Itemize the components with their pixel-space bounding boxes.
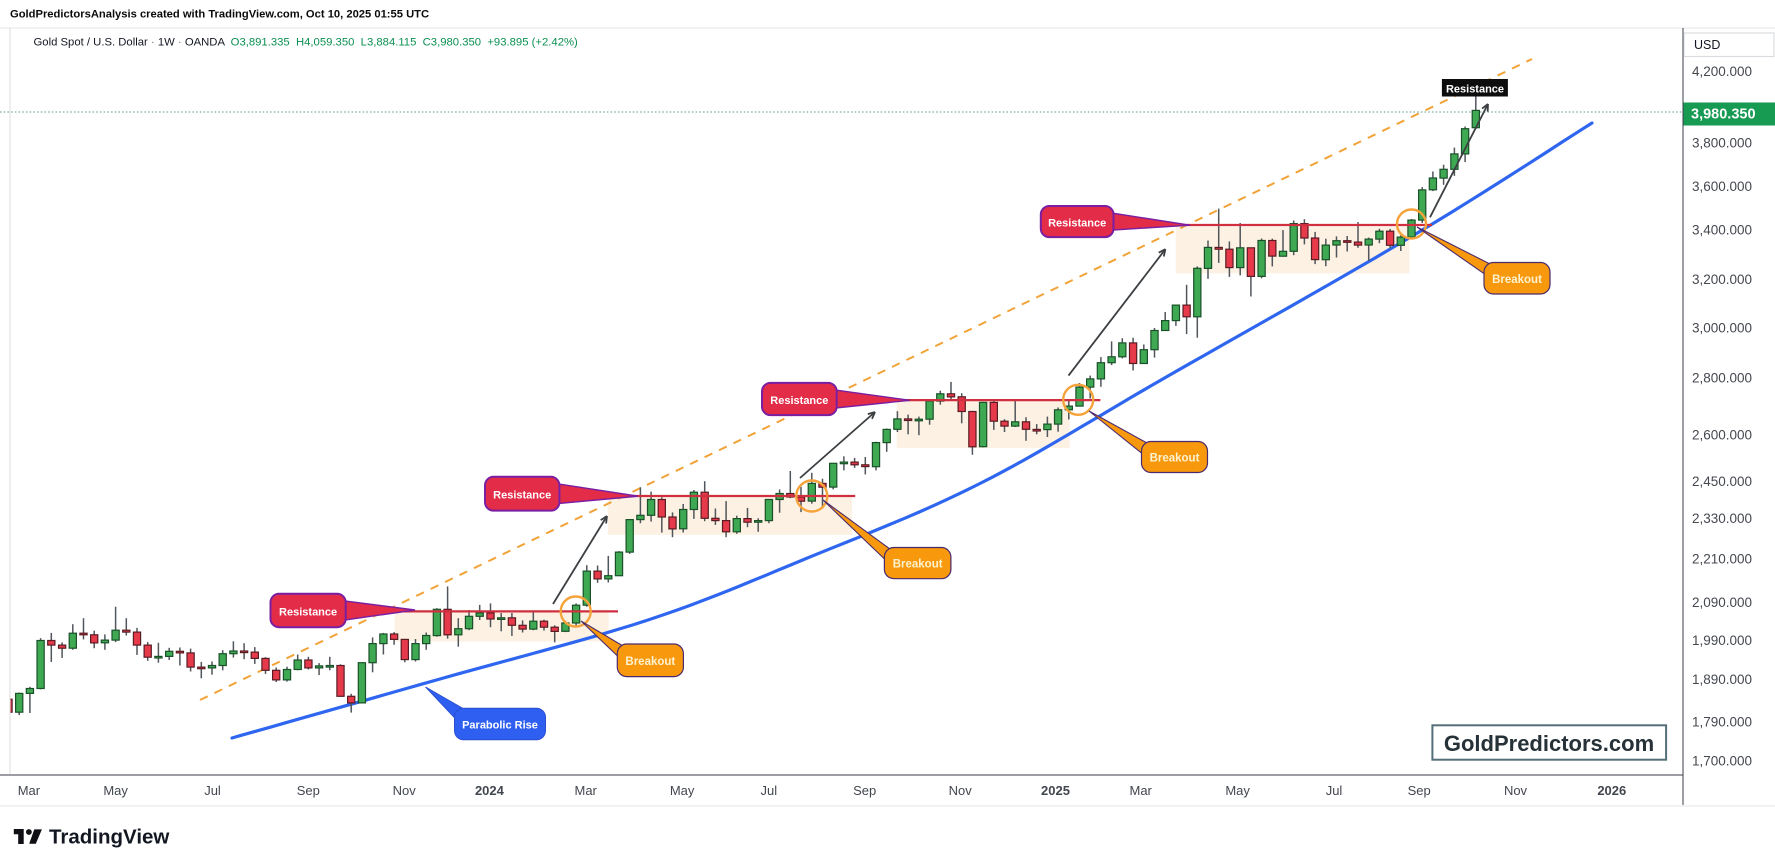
svg-text:3,800.000: 3,800.000 bbox=[1692, 135, 1752, 150]
svg-text:2,450.000: 2,450.000 bbox=[1692, 474, 1752, 489]
svg-text:2025: 2025 bbox=[1041, 783, 1070, 798]
svg-text:3,600.000: 3,600.000 bbox=[1692, 179, 1752, 194]
svg-text:2,090.000: 2,090.000 bbox=[1692, 595, 1752, 610]
svg-text:Mar: Mar bbox=[1130, 783, 1153, 798]
svg-text:Jul: Jul bbox=[204, 783, 221, 798]
svg-text:2026: 2026 bbox=[1597, 783, 1626, 798]
svg-text:2,210.000: 2,210.000 bbox=[1692, 552, 1752, 567]
svg-text:Nov: Nov bbox=[393, 783, 417, 798]
svg-text:Sep: Sep bbox=[853, 783, 876, 798]
svg-text:2,800.000: 2,800.000 bbox=[1692, 370, 1752, 385]
svg-text:GoldPredictorsAnalysis created: GoldPredictorsAnalysis created with Trad… bbox=[10, 9, 429, 21]
svg-text:Nov: Nov bbox=[1504, 783, 1528, 798]
svg-text:Resistance: Resistance bbox=[1446, 84, 1504, 96]
svg-text:3,400.000: 3,400.000 bbox=[1692, 223, 1752, 238]
svg-text:1,790.000: 1,790.000 bbox=[1692, 715, 1752, 730]
svg-text:2,600.000: 2,600.000 bbox=[1692, 428, 1752, 443]
svg-text:May: May bbox=[1225, 783, 1250, 798]
svg-text:2024: 2024 bbox=[475, 783, 505, 798]
svg-text:3,200.000: 3,200.000 bbox=[1692, 272, 1752, 287]
svg-text:Gold Spot / U.S. Dollar · 1W ·: Gold Spot / U.S. Dollar · 1W · OANDA O3,… bbox=[34, 37, 579, 49]
svg-text:Breakout: Breakout bbox=[1492, 274, 1542, 286]
svg-text:Mar: Mar bbox=[575, 783, 598, 798]
svg-text:Breakout: Breakout bbox=[893, 559, 943, 571]
svg-text:Resistance: Resistance bbox=[493, 490, 551, 502]
svg-text:1,890.000: 1,890.000 bbox=[1692, 672, 1752, 687]
svg-text:Breakout: Breakout bbox=[1150, 453, 1200, 465]
svg-text:Parabolic Rise: Parabolic Rise bbox=[462, 719, 538, 731]
svg-text:3,980.350: 3,980.350 bbox=[1691, 107, 1756, 123]
svg-text:USD: USD bbox=[1694, 38, 1720, 52]
svg-text:May: May bbox=[670, 783, 695, 798]
svg-text:GoldPredictors.com: GoldPredictors.com bbox=[1444, 731, 1654, 756]
svg-text:Jul: Jul bbox=[1326, 783, 1343, 798]
svg-text:4,200.000: 4,200.000 bbox=[1692, 64, 1752, 79]
svg-text:3,000.000: 3,000.000 bbox=[1692, 321, 1752, 336]
svg-text:Jul: Jul bbox=[760, 783, 777, 798]
svg-text:Mar: Mar bbox=[18, 783, 41, 798]
svg-text:May: May bbox=[103, 783, 128, 798]
svg-text:2,330.000: 2,330.000 bbox=[1692, 511, 1752, 526]
svg-text:Sep: Sep bbox=[1408, 783, 1431, 798]
svg-text:TradingView: TradingView bbox=[49, 826, 169, 849]
svg-text:1,990.000: 1,990.000 bbox=[1692, 633, 1752, 648]
svg-text:Resistance: Resistance bbox=[770, 395, 828, 407]
svg-text:Breakout: Breakout bbox=[625, 656, 675, 668]
svg-text:Sep: Sep bbox=[297, 783, 320, 798]
svg-text:Resistance: Resistance bbox=[279, 607, 337, 619]
svg-text:Resistance: Resistance bbox=[1048, 218, 1106, 230]
svg-text:1,700.000: 1,700.000 bbox=[1692, 753, 1752, 768]
svg-text:Nov: Nov bbox=[949, 783, 973, 798]
